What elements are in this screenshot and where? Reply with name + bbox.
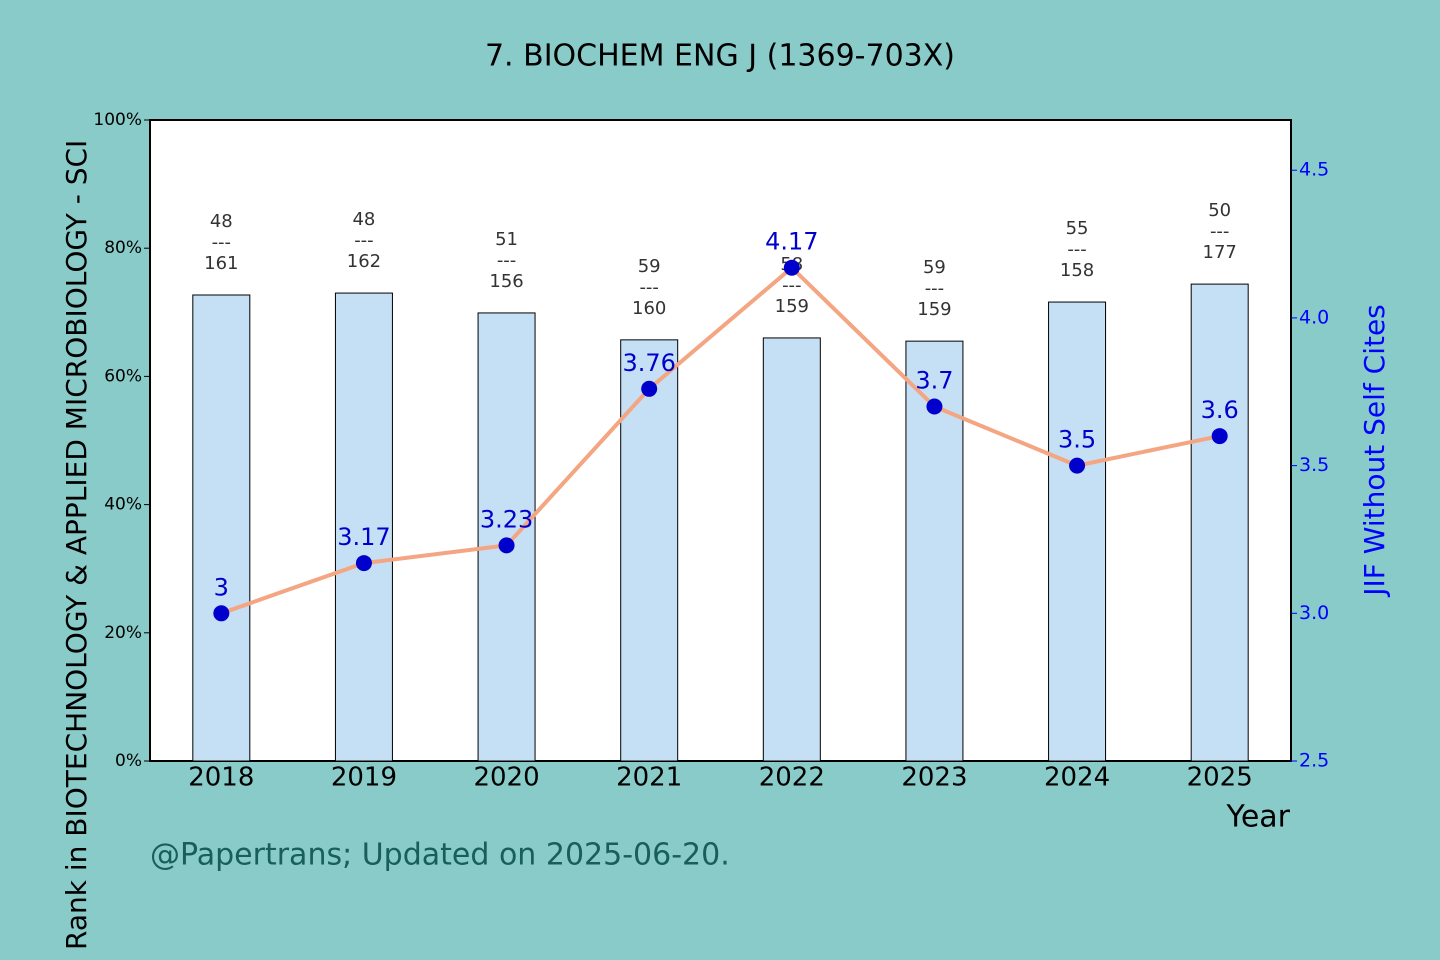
- rank-label: 51: [495, 229, 518, 250]
- x-tick-label: 2022: [759, 763, 825, 793]
- bar: [762, 337, 821, 762]
- bar: [477, 312, 536, 762]
- rank-label: 48: [210, 211, 233, 232]
- jif-value-label: 3.5: [1058, 426, 1096, 454]
- jif-value-label: 3.7: [915, 367, 953, 395]
- jif-value-label: 3.6: [1201, 396, 1239, 424]
- y-tick-label: 20%: [104, 623, 142, 643]
- jif-value-label: 3.76: [622, 349, 675, 377]
- x-tick-label: 2023: [901, 763, 967, 793]
- total-label: 161: [204, 253, 238, 274]
- y2-tick-label: 2.5: [1299, 750, 1329, 772]
- jif-point: [498, 537, 515, 554]
- bar: [192, 294, 251, 762]
- x-tick-label: 2018: [188, 763, 254, 793]
- bar: [620, 339, 679, 762]
- x-axis-label: Year: [1225, 800, 1290, 835]
- y2-tick-label: 3.0: [1299, 602, 1329, 624]
- rank-separator: ---: [639, 277, 659, 298]
- y2-tick-label: 4.0: [1299, 306, 1329, 328]
- x-tick-label: 2020: [473, 763, 539, 793]
- total-label: 177: [1203, 242, 1237, 263]
- rank-label: 59: [923, 257, 946, 278]
- total-label: 160: [632, 298, 666, 319]
- x-tick-label: 2019: [331, 763, 397, 793]
- total-label: 156: [489, 271, 523, 292]
- rank-separator: ---: [354, 230, 374, 251]
- rank-separator: ---: [212, 232, 232, 253]
- rank-label: 48: [352, 209, 375, 230]
- y-tick-label: 80%: [104, 238, 142, 258]
- jif-value-label: 4.17: [765, 228, 818, 256]
- x-tick-label: 2024: [1044, 763, 1110, 793]
- jif-point: [926, 398, 943, 415]
- y-tick-label: 60%: [104, 366, 142, 386]
- y-tick-label: 40%: [104, 495, 142, 515]
- jif-point: [213, 605, 230, 622]
- jif-point: [1069, 457, 1086, 474]
- rank-label: 50: [1208, 200, 1231, 221]
- rank-separator: ---: [497, 250, 517, 271]
- y2-axis-label: JIF Without Self Cites: [1358, 304, 1391, 598]
- jif-value-label: 3.23: [480, 505, 533, 533]
- plot-area: [149, 119, 1292, 762]
- total-label: 159: [775, 296, 809, 317]
- y-tick-label: 0%: [115, 751, 142, 771]
- y-axis-label: Rank in BIOTECHNOLOGY & APPLIED MICROBIO…: [60, 140, 93, 950]
- rank-separator: ---: [925, 278, 945, 299]
- rank-label: 55: [1066, 218, 1089, 239]
- rank-label: 59: [638, 256, 661, 277]
- bar: [1190, 283, 1249, 762]
- rank-separator: ---: [1067, 239, 1087, 260]
- jif-line: [220, 264, 1221, 616]
- jif-point: [1211, 428, 1228, 445]
- bar: [334, 292, 393, 762]
- total-label: 162: [347, 251, 381, 272]
- x-tick-label: 2025: [1187, 763, 1253, 793]
- jif-value-label: 3: [214, 573, 229, 601]
- jif-point: [355, 555, 372, 572]
- y2-tick-label: 3.5: [1299, 454, 1329, 476]
- bar: [1048, 301, 1107, 762]
- jif-point: [641, 380, 658, 397]
- jif-value-label: 3.17: [337, 523, 390, 551]
- y2-tick-label: 4.5: [1299, 159, 1329, 181]
- total-label: 158: [1060, 260, 1094, 281]
- rank-separator: ---: [1210, 221, 1230, 242]
- jif-point: [783, 259, 800, 276]
- total-label: 159: [917, 299, 951, 320]
- y-tick-label: 100%: [93, 110, 142, 130]
- chart-title: 7. BIOCHEM ENG J (1369-703X): [485, 39, 955, 74]
- footer: @Papertrans; Updated on 2025-06-20.: [150, 838, 730, 873]
- x-tick-label: 2021: [616, 763, 682, 793]
- rank-separator: ---: [782, 275, 802, 296]
